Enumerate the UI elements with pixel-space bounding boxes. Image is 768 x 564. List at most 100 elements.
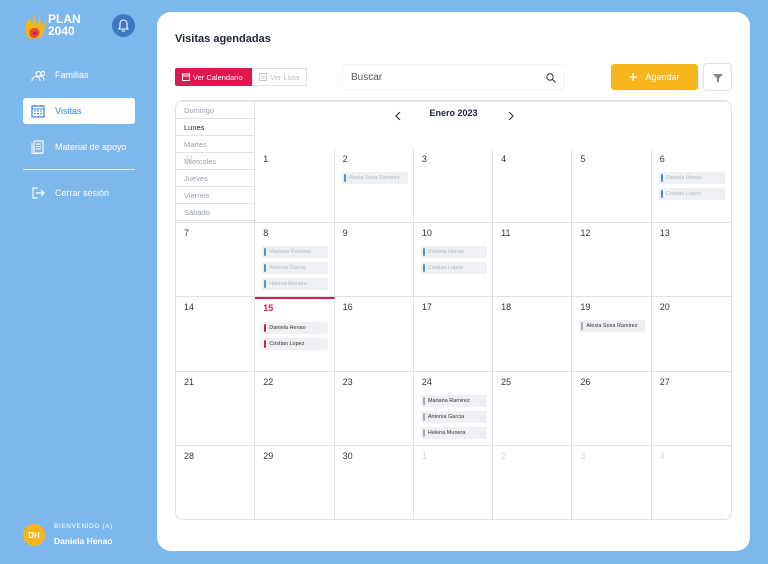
visit-event[interactable]: Helena Munera xyxy=(420,426,487,439)
day-number: 28 xyxy=(184,450,195,461)
day-number: 4 xyxy=(501,154,507,164)
visit-event[interactable]: Daniela Henao xyxy=(262,322,329,335)
event-name: Alexia Sosa Ramirez xyxy=(586,323,638,330)
logo-text: PLAN 2040 xyxy=(48,13,81,37)
nav-label: Familias xyxy=(55,70,89,80)
day-number: 1 xyxy=(263,154,269,164)
day-number: 25 xyxy=(501,376,512,387)
event-marker xyxy=(422,428,425,437)
logo-line: PLAN xyxy=(48,12,81,26)
plus-icon xyxy=(629,73,638,81)
day-cell: 28 xyxy=(176,445,256,519)
day-cell: 26 xyxy=(572,371,652,446)
nav-item[interactable]: Visitas xyxy=(23,98,135,124)
day-number: 3 xyxy=(580,450,586,461)
avatar: DH xyxy=(23,524,45,546)
page-title: Visitas agendadas xyxy=(175,33,271,45)
visit-event[interactable]: Antonia Garcia xyxy=(420,410,487,423)
filter-button[interactable] xyxy=(703,63,732,91)
event-marker xyxy=(264,248,267,257)
nav-item[interactable]: Material de apoyo xyxy=(23,134,135,160)
day-number: 15 xyxy=(263,303,274,314)
day-cell: 25 xyxy=(493,371,573,446)
day-number: 21 xyxy=(184,376,195,387)
button-label: Ver Lista xyxy=(270,72,300,82)
event-name: Helena Munera xyxy=(427,429,466,436)
day-number: 2 xyxy=(501,450,507,461)
nav-icon xyxy=(31,105,45,118)
visit-event[interactable]: Alexia Sosa Ramirez xyxy=(341,172,408,184)
logo-line: 2040 xyxy=(48,24,75,38)
day-number: 18 xyxy=(501,302,512,313)
day-number: 8 xyxy=(263,228,269,239)
day-cell: 23 xyxy=(334,371,414,446)
event-name: Alexia Sosa Ramirez xyxy=(348,175,400,181)
day-cell: 15 Daniela Henao Cristian Lopez xyxy=(255,297,335,372)
visit-event[interactable]: Cristian Lopez xyxy=(420,262,487,275)
visit-event[interactable]: Daniela Henao xyxy=(658,172,725,184)
visit-event[interactable]: Antonia Garcia xyxy=(262,262,329,275)
list-icon xyxy=(259,73,267,81)
nav-item[interactable]: Familias xyxy=(23,62,135,88)
day-number: 17 xyxy=(421,302,432,313)
notifications-button[interactable] xyxy=(112,14,135,37)
day-number: 1 xyxy=(421,450,427,461)
visit-event[interactable]: Cristian Lopez xyxy=(658,188,725,200)
logout-icon xyxy=(32,187,45,199)
visit-event[interactable]: Helena Munera xyxy=(262,278,329,291)
day-cell: 29 xyxy=(255,445,335,519)
day-cell: 12 xyxy=(572,223,652,298)
prev-month-button[interactable] xyxy=(394,111,402,121)
day-cell: 18 xyxy=(493,297,573,372)
day-cell: 4 xyxy=(493,149,573,224)
event-name: Daniela Henao xyxy=(427,249,465,256)
visit-event[interactable]: Cristian Lopez xyxy=(262,338,329,351)
month-label: Enero 2023 xyxy=(429,108,478,118)
button-label: Ver Calendario xyxy=(193,72,243,82)
day-number: 23 xyxy=(342,376,353,387)
event-marker xyxy=(343,174,346,182)
day-number: 26 xyxy=(580,376,591,387)
logout-button[interactable]: Cerrar sesión xyxy=(23,180,135,206)
day-number: 4 xyxy=(659,450,665,461)
nav-label: Visitas xyxy=(55,106,82,116)
search-input[interactable]: Buscar xyxy=(342,64,565,90)
weekday-label: Lunes xyxy=(176,119,256,136)
event-marker xyxy=(422,264,425,273)
visit-event[interactable]: Mariana Ramirez xyxy=(262,246,329,259)
day-number: 3 xyxy=(421,154,427,164)
bell-icon xyxy=(118,19,129,32)
day-cell: 7 xyxy=(176,223,256,298)
event-name: Cristian Lopez xyxy=(665,191,701,197)
calendar-view-button[interactable]: Ver Calendario xyxy=(175,68,253,86)
event-name: Mariana Ramirez xyxy=(427,397,470,404)
visit-event[interactable]: Alexia Sosa Ramirez xyxy=(579,320,646,333)
day-number: 10 xyxy=(421,228,432,239)
divider xyxy=(23,169,135,170)
event-marker xyxy=(264,264,267,273)
filter-icon xyxy=(713,74,723,83)
day-number: 19 xyxy=(580,302,591,313)
list-view-button[interactable]: Ver Lista xyxy=(252,68,307,86)
day-cell: 14 xyxy=(176,297,256,372)
event-marker xyxy=(422,396,425,405)
day-cell: 8 Mariana Ramirez Antonia Garcia Helena Mun… xyxy=(255,223,335,298)
day-number: 5 xyxy=(580,154,586,164)
nav-icon xyxy=(31,140,44,154)
event-marker xyxy=(264,280,267,289)
visit-event[interactable]: Daniela Henao xyxy=(420,246,487,259)
event-marker xyxy=(660,174,663,182)
next-month-button[interactable] xyxy=(507,111,515,121)
day-cell: 13 xyxy=(651,223,731,298)
logout-label: Cerrar sesión xyxy=(55,188,110,198)
day-number: 13 xyxy=(659,228,670,239)
day-cell: 11 xyxy=(493,223,573,298)
search-placeholder: Buscar xyxy=(351,71,383,83)
event-name: Cristian Lopez xyxy=(427,265,464,272)
weekday-label: Domingo xyxy=(176,102,256,119)
day-cell: 19 Alexia Sosa Ramirez xyxy=(572,297,652,372)
day-cell: 10 Daniela Henao Cristian Lopez xyxy=(413,223,494,298)
visit-event[interactable]: Mariana Ramirez xyxy=(420,394,487,407)
day-cell: 2 xyxy=(493,445,573,519)
add-button[interactable]: Agendar xyxy=(611,64,698,90)
